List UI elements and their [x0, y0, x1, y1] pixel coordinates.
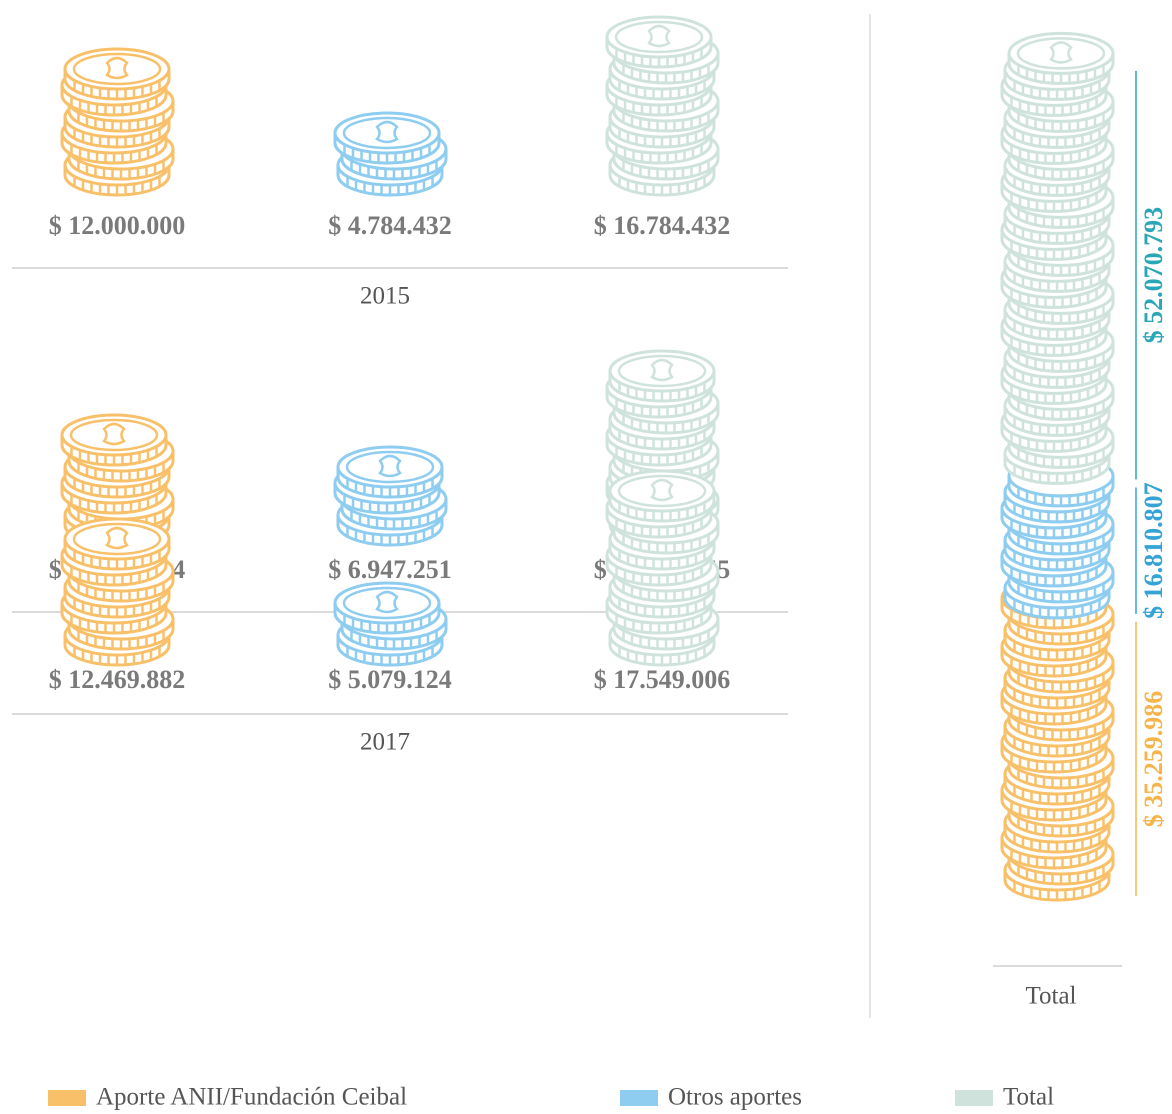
coin-stack — [60, 47, 175, 197]
year-label: 2015 — [360, 283, 410, 310]
value-label: $ 16.810.807 — [1139, 482, 1168, 619]
coin-face — [102, 422, 126, 446]
coin-face — [60, 413, 168, 457]
coin-face — [336, 445, 444, 489]
coin-face — [378, 454, 402, 478]
coin-face — [608, 349, 716, 393]
coin-face — [342, 116, 432, 150]
coin-segment — [1000, 31, 1115, 485]
coin-face — [605, 15, 713, 59]
coin-face — [617, 354, 707, 388]
coin-face — [72, 522, 162, 556]
coin-stack — [605, 469, 720, 667]
coin-face — [650, 358, 674, 382]
coin-face — [333, 111, 441, 155]
coin-face — [105, 56, 129, 80]
coin-face — [650, 478, 674, 502]
coin-face — [614, 20, 704, 54]
coin-stack — [333, 111, 448, 197]
coin-face — [608, 469, 716, 513]
coin-face — [69, 418, 159, 452]
legend-label: Aporte ANII/Fundación Ceibal — [96, 1084, 407, 1111]
coin-face — [345, 450, 435, 484]
year-label: 2017 — [360, 729, 410, 756]
value-label: $ 17.549.006 — [594, 665, 731, 694]
coin-stack — [605, 15, 720, 197]
coin-face — [105, 526, 129, 550]
coin-face — [72, 52, 162, 86]
legend-swatch — [48, 1090, 86, 1106]
legend-label: Total — [1003, 1084, 1054, 1111]
coin-face — [63, 47, 171, 91]
coin-segment — [1000, 576, 1115, 902]
legend-swatch — [955, 1090, 993, 1106]
coin-face — [617, 474, 707, 508]
value-label: $ 16.784.432 — [594, 211, 731, 240]
coin-stack — [60, 517, 175, 667]
value-label: $ 35.259.986 — [1139, 691, 1168, 828]
value-label: $ 12.000.000 — [49, 211, 186, 240]
value-label: $ 5.079.124 — [328, 665, 452, 694]
coin-face — [375, 120, 399, 144]
coin-stack — [333, 581, 448, 667]
coin-stack — [333, 445, 448, 547]
coin-face — [375, 590, 399, 614]
coin-face — [63, 517, 171, 561]
value-label: $ 6.947.251 — [328, 555, 452, 584]
value-label: $ 52.070.793 — [1139, 207, 1168, 344]
coin-face — [1016, 37, 1106, 70]
coin-face — [1007, 31, 1115, 75]
legend-label: Otros aportes — [668, 1084, 802, 1111]
total-label: Total — [1025, 983, 1076, 1010]
value-label: $ 4.784.432 — [328, 211, 452, 240]
legend-swatch — [620, 1090, 658, 1106]
coin-face — [647, 24, 671, 48]
coin-face — [1049, 41, 1073, 64]
coin-face — [342, 586, 432, 620]
value-label: $ 12.469.882 — [49, 665, 186, 694]
coin-face — [333, 581, 441, 625]
coin-segment — [1000, 454, 1115, 620]
